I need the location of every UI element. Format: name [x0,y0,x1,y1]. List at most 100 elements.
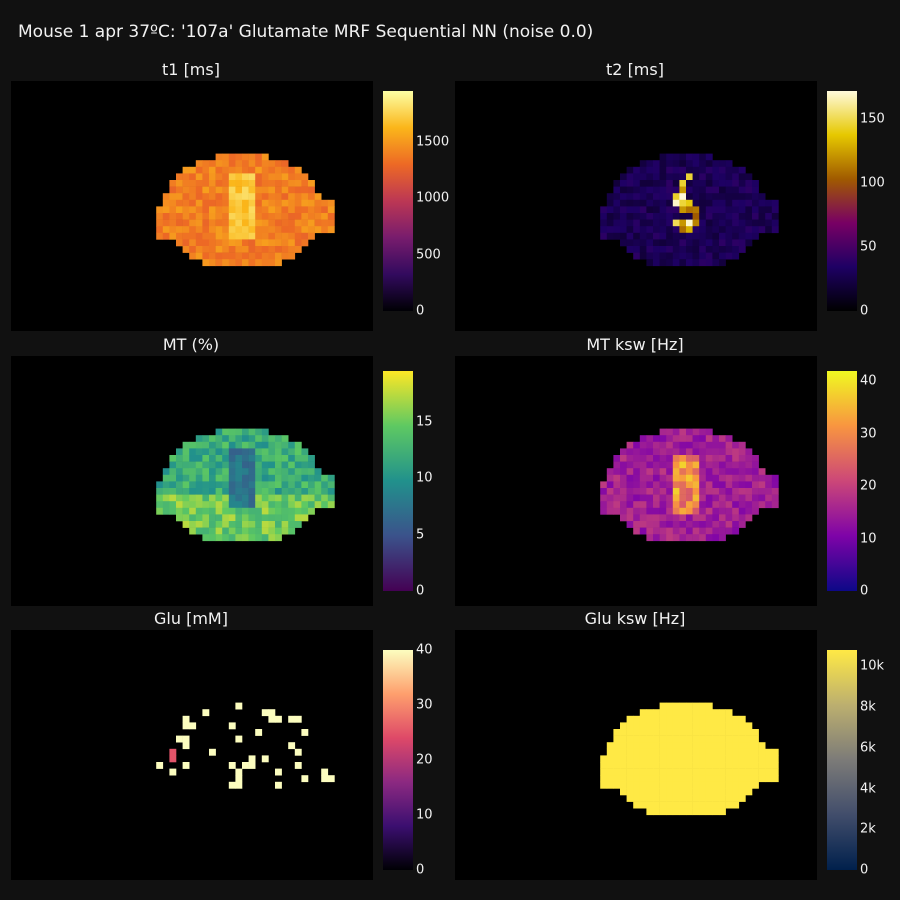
heatmap-cell [301,186,309,194]
heatmap-cell [228,213,236,220]
heatmap-cell [195,232,203,240]
heatmap-cell [712,514,720,522]
colorbar-tick-label: 30 [860,426,877,442]
heatmap-cell [613,206,621,214]
heatmap-cell [215,193,223,201]
heatmap-cell [294,173,302,181]
heatmap-cell [613,494,621,502]
heatmap-cell [189,173,197,181]
heatmap-cell [261,481,269,489]
heatmap-cell [719,160,726,168]
heatmap-cell [745,755,753,763]
heatmap-cell [235,428,243,436]
heatmap-cell [686,768,693,776]
heatmap-cell [659,474,667,482]
heatmap-cell [646,781,654,789]
heatmap-cell [738,199,746,207]
heatmap-cell [281,514,289,522]
heatmap-cell [738,186,746,194]
colorbar-tick-label: 40 [860,373,877,389]
heatmap-cell [738,219,746,227]
heatmap-cell [679,153,687,161]
heatmap-cell [228,461,236,469]
heatmap-cell [633,455,641,462]
t2-colorbar-gradient [827,91,857,311]
heatmap-cell [679,166,687,174]
heatmap-cell [692,788,700,796]
heatmap-cell [620,494,627,502]
heatmap-cell [705,232,713,240]
heatmap-cell [738,775,746,783]
heatmap-cell [261,199,269,207]
heatmap-cell [639,206,647,214]
heatmap-cell [606,474,614,482]
heatmap-cell [705,173,713,181]
heatmap-cell [712,474,720,482]
heatmap-cell [294,232,302,240]
heatmap-cell [659,768,667,776]
heatmap-cell [169,226,177,234]
heatmap-cell [666,742,674,750]
heatmap-cell [261,160,269,168]
heatmap-cell [288,232,296,240]
heatmap-cell [692,795,700,802]
heatmap-cell [659,507,667,515]
heatmap-cell [659,494,667,502]
heatmap-cell [633,199,641,207]
heatmap-cell [666,722,674,730]
heatmap-cell [653,768,660,776]
heatmap-cell [646,239,654,247]
heatmap-cell [758,755,766,763]
heatmap-cell [653,226,660,234]
heatmap-cell [679,534,687,542]
heatmap-cell [613,729,621,736]
heatmap-cell [699,180,707,187]
heatmap-cell [646,448,654,456]
heatmap-cell [301,448,309,456]
heatmap-cell [699,735,707,743]
heatmap-cell [646,801,654,809]
heatmap-cell [659,722,667,730]
heatmap-cell [275,173,282,181]
heatmap-cell [705,160,713,168]
heatmap-cell [235,481,243,489]
heatmap-cell [712,180,720,187]
heatmap-cell [156,494,164,502]
heatmap-cell [242,435,249,443]
heatmap-cell [653,186,660,194]
heatmap-cell [653,507,660,515]
heatmap-cell [248,494,256,502]
heatmap-cell [261,232,269,240]
heatmap-cell [248,219,256,227]
heatmap-cell [666,494,674,502]
heatmap-cell [732,494,740,502]
heatmap-cell [666,186,674,194]
heatmap-cell [275,514,282,522]
heatmap-cell [659,180,667,187]
heatmap-cell [261,246,269,253]
heatmap-cell [248,166,256,174]
heatmap-cell [666,232,674,240]
heatmap-cell [686,153,693,161]
heatmap-cell [626,186,634,194]
heatmap-cell [275,468,282,476]
heatmap-cell [719,742,726,750]
heatmap-cell [771,501,779,509]
heatmap-cell [195,474,203,482]
heatmap-cell [228,722,236,730]
heatmap-cell [672,199,680,207]
heatmap-cell [626,507,634,515]
heatmap-cell [182,232,190,240]
heatmap-cell [308,507,315,515]
heatmap-cell [275,180,282,187]
heatmap-cell [215,507,223,515]
heatmap-cell [758,494,766,502]
heatmap-cell [705,455,713,462]
heatmap-cell [646,527,654,535]
heatmap-cell [222,226,230,234]
heatmap-cell [606,507,614,515]
heatmap-cell [752,507,759,515]
heatmap-cell [646,748,654,756]
mt-heatmap [156,428,335,542]
heatmap-cell [606,781,614,789]
